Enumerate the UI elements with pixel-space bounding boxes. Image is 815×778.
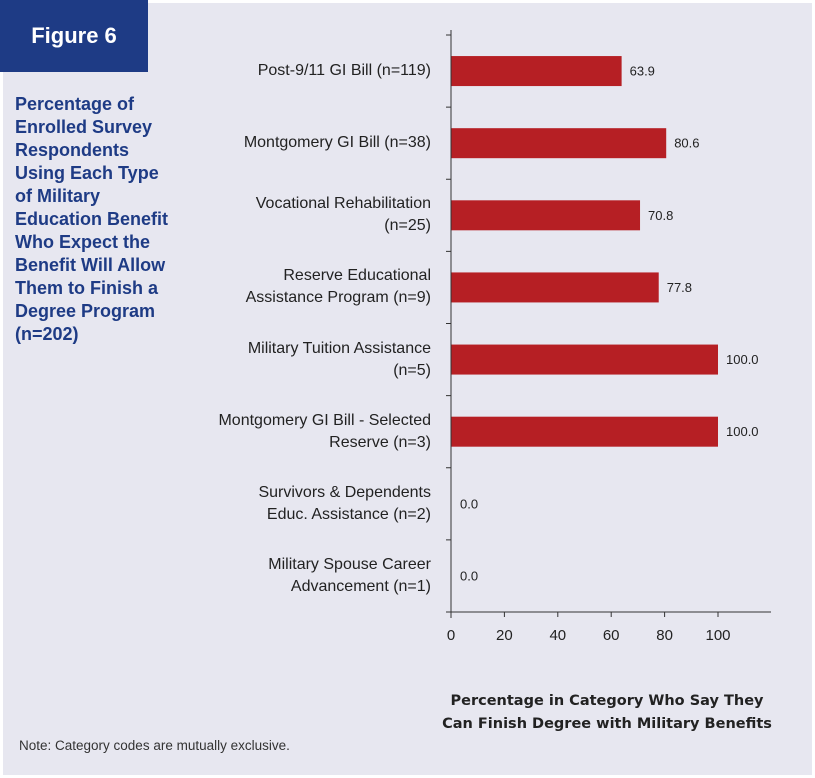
- data-label: 0.0: [460, 568, 478, 583]
- data-label: 100.0: [726, 424, 759, 439]
- data-label: 80.6: [674, 136, 699, 151]
- data-label: 77.8: [667, 280, 692, 295]
- category-label: Survivors & Dependents Educ. Assistance …: [258, 483, 431, 523]
- x-tick-label: 0: [447, 627, 455, 644]
- x-axis-title: Percentage in Category Who Say They Can …: [442, 693, 772, 732]
- bar: [451, 56, 622, 87]
- bar: [451, 344, 718, 375]
- x-tick-label: 100: [705, 627, 730, 644]
- category-label: Montgomery GI Bill (n=38): [243, 134, 431, 152]
- category-label: Reserve Educational Assistance Program (…: [245, 267, 431, 307]
- x-tick-label: 40: [549, 627, 566, 644]
- data-label: 100.0: [726, 352, 759, 367]
- footnote: Note: Category codes are mutually exclus…: [19, 738, 290, 753]
- figure-caption: Percentage of Enrolled Survey Respondent…: [15, 94, 169, 344]
- bar: [451, 272, 659, 303]
- figure-number-badge: Figure 6: [0, 0, 148, 72]
- x-tick-label: 60: [603, 627, 620, 644]
- bar: [451, 200, 641, 231]
- x-tick-label: 80: [656, 627, 673, 644]
- data-label: 63.9: [630, 64, 655, 79]
- category-label: Post-9/11 GI Bill (n=119): [257, 62, 431, 80]
- bar: [451, 128, 667, 159]
- bar: [451, 416, 718, 447]
- category-label: Montgomery GI Bill - Selected Reserve (n…: [218, 411, 431, 451]
- data-label: 70.8: [648, 208, 673, 223]
- figure-panel: [3, 3, 812, 775]
- category-label: Vocational Rehabilitation (n=25): [255, 195, 431, 235]
- category-label: Military Tuition Assistance (n=5): [247, 339, 431, 379]
- x-tick-label: 20: [496, 627, 513, 644]
- category-label: Military Spouse Career Advancement (n=1): [268, 555, 431, 595]
- data-label: 0.0: [460, 496, 478, 511]
